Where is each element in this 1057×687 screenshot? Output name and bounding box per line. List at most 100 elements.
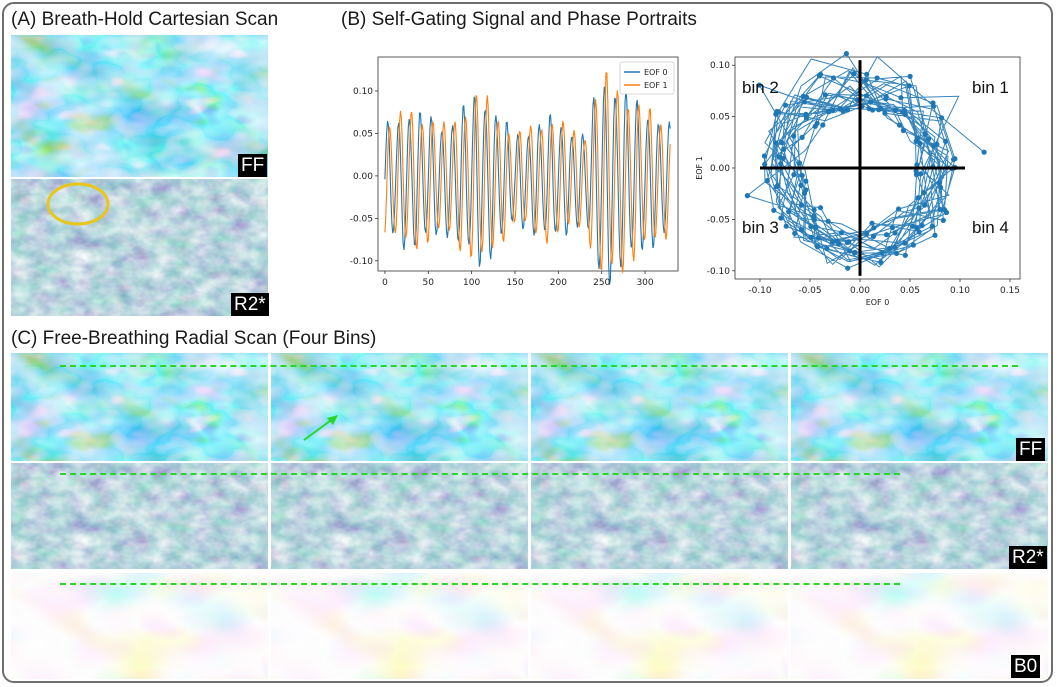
data-point (914, 162, 920, 168)
bin-4-r2star-map (791, 463, 1048, 569)
data-point (916, 205, 922, 211)
data-point (744, 193, 750, 199)
data-point (907, 73, 913, 79)
legend-label: EOF 0 (644, 68, 668, 77)
data-point (799, 134, 805, 140)
x-tick-label: -0.10 (748, 286, 772, 296)
data-point (951, 156, 957, 162)
x-tick-label: 0.00 (850, 286, 870, 296)
reference-dashed-line (60, 583, 900, 585)
data-point (937, 206, 943, 212)
y-tick-label: -0.10 (707, 267, 731, 277)
r2star-label-c: R2* (1009, 546, 1047, 569)
data-point (808, 235, 814, 241)
x-tick-label: 0.15 (1000, 286, 1020, 296)
y-tick-label: -0.05 (350, 214, 373, 224)
data-point (824, 246, 830, 252)
data-point (900, 127, 906, 134)
bin-3-ff-map (531, 353, 788, 461)
data-point (916, 229, 922, 235)
data-point (756, 82, 762, 88)
data-point (799, 172, 805, 179)
data-point (844, 107, 851, 113)
data-point (764, 178, 770, 184)
line-chart-svg: 0 50 100 150 200 250 300 0.10 0.05 0.00 -0.05 -0.10… (350, 56, 679, 288)
data-point (868, 99, 874, 105)
data-point (775, 183, 781, 189)
data-point (803, 178, 809, 184)
data-point (883, 232, 890, 238)
y-tick-label: 0.10 (353, 87, 373, 97)
x-tick-label: 0.05 (900, 286, 920, 296)
bin-label: bin 3 (742, 218, 779, 237)
phase-portrait-plot: bin 1 bin 2 bin 3 bin 4 -0.10 -0.05 0.00 0.05 0.… (690, 51, 1040, 312)
bin-2-b0-map (271, 573, 528, 679)
data-point (906, 83, 912, 89)
self-gating-signal-plot: 0 50 100 150 200 250 300 0.10 0.05 0.00 -0.05 -0.10… (340, 52, 680, 302)
legend: EOF 0 EOF 1 (619, 61, 675, 95)
data-point (835, 241, 842, 247)
data-point (801, 99, 808, 105)
data-point (918, 171, 924, 177)
data-point (932, 232, 938, 238)
y-tick-label: 0.05 (353, 129, 373, 139)
bin-1-ff-map (11, 353, 268, 461)
data-point (883, 94, 889, 100)
r2star-label-a: R2* (231, 293, 269, 316)
data-point (826, 108, 832, 114)
data-point (921, 189, 927, 196)
data-point (846, 239, 852, 245)
data-point (863, 93, 869, 99)
reference-dashed-line (60, 365, 1018, 367)
data-point (847, 248, 853, 254)
data-point (863, 77, 869, 83)
x-axis-label: EOF 0 (866, 298, 890, 307)
data-point (889, 225, 896, 231)
data-point (814, 120, 820, 126)
data-point (837, 106, 843, 112)
bin-3-b0-map (531, 573, 788, 679)
y-tick-label: -0.10 (350, 257, 374, 267)
arrow-icon (303, 415, 338, 441)
y-tick-label: 0.00 (353, 172, 373, 182)
x-tick-label: 300 (636, 278, 653, 288)
y-axis-label: EOF 1 (695, 156, 704, 180)
data-point (892, 244, 898, 250)
x-tick-label: 0.10 (950, 286, 970, 296)
x-tick-label: 150 (506, 278, 523, 288)
phase-trajectory (746, 52, 985, 269)
scatter-chart-svg: bin 1 bin 2 bin 3 bin 4 -0.10 -0.05 0.00 0.05 0.… (695, 51, 1021, 307)
data-point (878, 259, 884, 266)
panel-c-title: (C) Free-Breathing Radial Scan (Four Bin… (11, 328, 377, 349)
data-point (816, 73, 822, 79)
data-point (913, 172, 920, 178)
data-point (843, 51, 849, 57)
data-point (781, 146, 787, 152)
bin-4-b0-map (791, 573, 1048, 679)
data-point (941, 207, 948, 213)
data-point (879, 250, 885, 256)
data-point (922, 131, 928, 138)
data-point (938, 184, 944, 190)
data-point (796, 160, 802, 166)
ff-label-c: FF (1016, 438, 1046, 461)
data-point (815, 235, 821, 241)
data-point (791, 172, 797, 178)
data-point (803, 115, 810, 121)
data-point (822, 92, 828, 98)
data-point (870, 233, 877, 239)
data-point (851, 71, 857, 77)
data-point (869, 107, 876, 113)
data-point (898, 95, 904, 101)
data-point (782, 102, 789, 108)
data-point (811, 213, 817, 219)
data-point (917, 140, 923, 147)
bin-1-r2star-map (11, 463, 268, 569)
data-point (825, 218, 831, 224)
bin-label: bin 1 (972, 78, 1009, 97)
data-point (864, 71, 870, 77)
data-point (775, 109, 782, 115)
series-line-eof0 (384, 86, 671, 285)
data-point (894, 250, 900, 256)
series-line-eof1 (384, 71, 671, 273)
